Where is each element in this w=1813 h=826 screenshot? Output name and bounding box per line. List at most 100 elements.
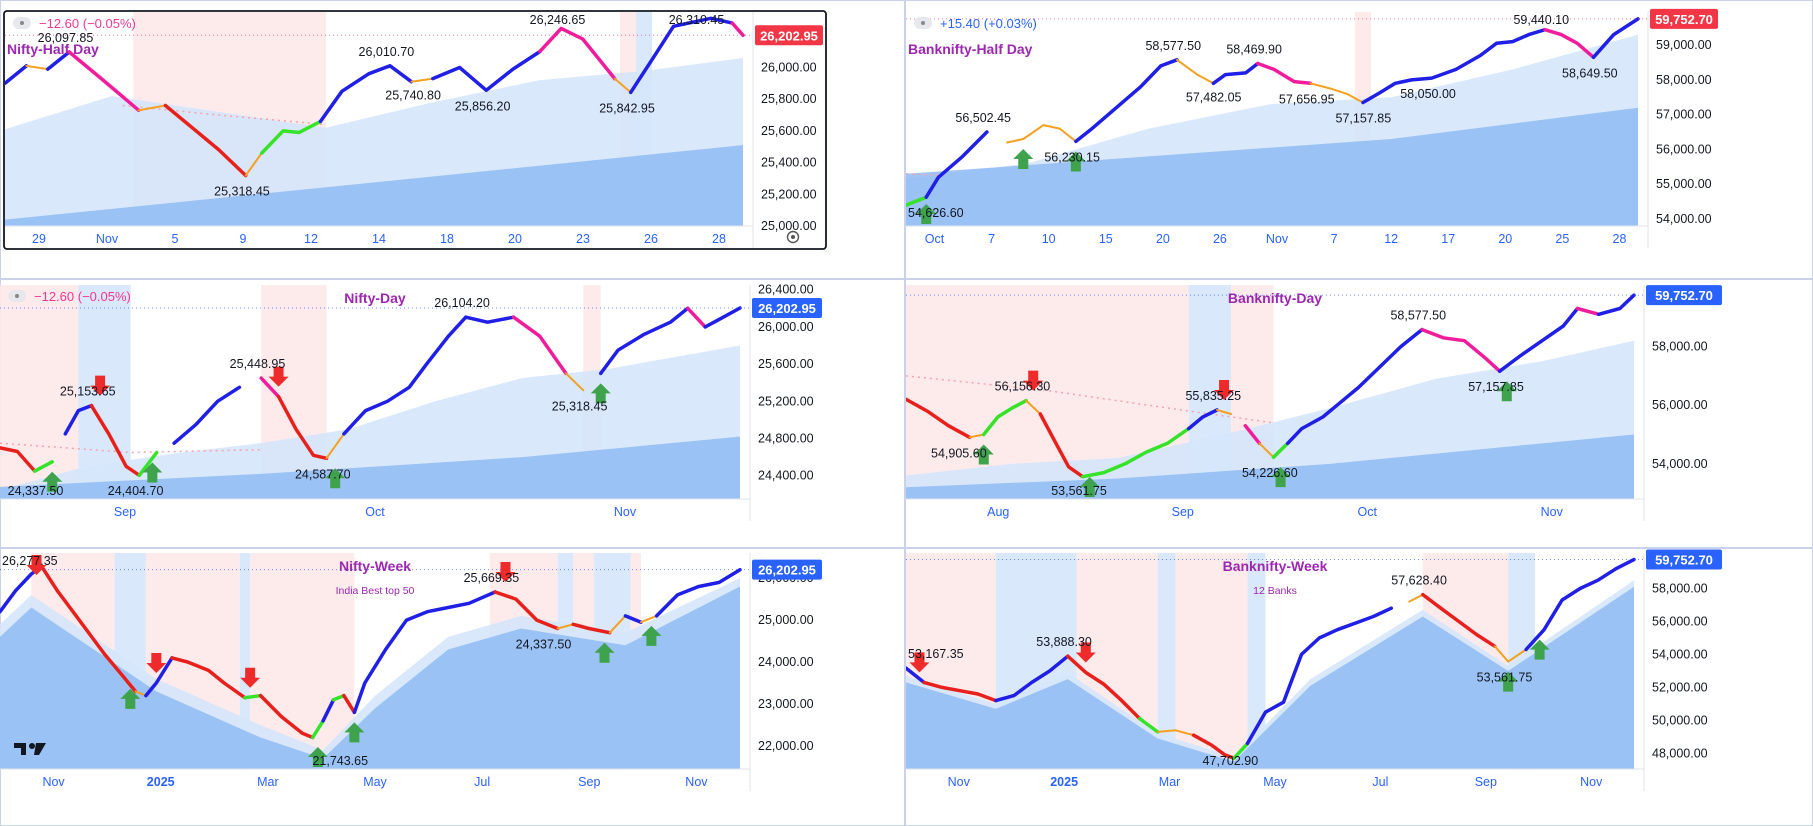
price-axis[interactable]: 22,000.0023,000.0024,000.0025,000.0026,0… [752,559,822,753]
time-axis-tick: Jul [474,775,490,789]
price-label: 53,561.75 [1051,484,1107,498]
price-line-segment-9 [1258,442,1275,459]
time-axis-tick: 29 [32,232,46,246]
legend-toggle[interactable] [914,17,932,29]
price-line-segment-3 [1025,399,1042,415]
price-line-segment-2 [46,50,71,71]
price-line-segment-7 [1216,409,1233,415]
price-label: 53,561.75 [1477,671,1533,685]
time-axis-tick: Oct [925,232,945,246]
time-axis-tick: Sep [1475,775,1497,789]
price-axis-tick: 54,000.00 [1656,212,1712,226]
chart-title: Banknifty-Half Day [908,41,1033,57]
time-axis-tick: 23 [576,232,590,246]
price-axis-tick: 24,400.00 [758,469,814,483]
chart-panel-banknifty-day[interactable]: 54,905.60 56,156.30 53,561.75 55,835.25 54,2… [906,285,1722,521]
time-axis-tick: Oct [1358,505,1378,519]
time-axis-tick: Sep [1172,505,1194,519]
price-axis-tick: 25,200.00 [758,394,814,408]
price-line-segment-4 [137,104,167,112]
time-axis-tick: Jul [1372,775,1388,789]
price-line-segment-11 [538,26,617,81]
settings-gear-icon[interactable] [786,230,800,244]
buy-arrow-up-icon [42,471,63,492]
time-axis[interactable]: Aug Sep Oct Nov [987,505,1563,519]
price-change-text: +15.40 (+0.03%) [940,16,1037,31]
price-label: 26,104.20 [434,296,490,310]
price-line-segment-7 [310,719,325,740]
price-line-segment-3 [1074,58,1179,144]
price-line-segment-3 [144,656,174,698]
time-axis-tick: 17 [1441,232,1455,246]
price-axis-tick: 58,000.00 [1652,581,1708,595]
logo-stem-icon [21,743,26,755]
price-line-segment-10 [464,315,516,324]
price-axis[interactable]: 54,000.00 56,000.00 58,000.00 59,752.70 [1646,285,1722,471]
time-axis-tick: Aug [987,505,1009,519]
price-line-segment-5 [163,103,248,178]
chart-panel-banknifty-week[interactable]: 53,167.35 53,888.30 47,702.90 57,628.40 53,5… [906,549,1722,791]
price-label: 26,246.65 [530,13,586,27]
price-line-segment-7 [1232,741,1250,760]
legend-toggle[interactable] [8,290,26,302]
price-line-segment-11 [1493,645,1528,663]
price-line-segment-12 [493,590,560,631]
price-axis-tick: 58,000.00 [1656,73,1712,87]
price-axis[interactable]: 25,000.00 25,200.00 25,400.00 25,600.00 25,8… [755,25,823,233]
time-axis-tick: Oct [365,505,385,519]
price-line-segment-8 [1361,27,1547,105]
time-axis-tick: 7 [1331,232,1338,246]
sell-arrow-down-icon [909,652,930,673]
price-axis-tick: 25,600.00 [761,124,817,138]
legend-toggle[interactable] [13,17,31,29]
price-label: 55,835.25 [1185,389,1241,403]
price-axis-tick: 25,000.00 [758,613,814,627]
price-line-segment-14 [730,21,745,38]
time-axis-tick: Sep [114,505,136,519]
price-line-segment-5 [1080,426,1191,479]
price-axis[interactable]: 48,000.00 50,000.00 52,000.00 54,000.00 56,0… [1646,549,1722,761]
price-line-segment-14 [1575,306,1601,317]
price-axis[interactable]: 54,000.00 55,000.00 56,000.00 57,000.00 58,0… [1650,8,1718,226]
last-price-tag-label: 59,752.70 [1655,553,1713,568]
time-axis-tick: Mar [257,775,279,789]
chart-panel-nifty-day[interactable]: 24,337.50 25,153.65 24,404.70 25,448.95 24,5… [0,283,822,521]
time-axis[interactable]: Sep Oct Nov [114,505,637,519]
time-axis-tick: 20 [1498,232,1512,246]
time-axis[interactable]: Oct 7 10 15 20 26 Nov 7 12 17 20 25 28 [925,232,1627,246]
plot-area [5,12,753,226]
price-line-segment-1 [25,64,49,71]
moving-average-dotted [122,104,326,126]
last-price-tag [1646,285,1722,306]
last-price-tag-label: 26,202.95 [760,28,818,43]
price-axis[interactable]: 24,400.00 24,800.00 25,200.00 25,600.00 26,0… [752,283,822,483]
price-line-segment-13 [556,623,575,630]
chart-panel-nifty-half-day[interactable]: 26,097.85 25,318.45 26,010.70 25,740.80 25,8… [3,10,827,250]
time-axis[interactable]: Nov 2025 Mar May Jul Sep Nov [948,775,1604,789]
time-axis-tick: Nov [614,505,637,519]
time-axis-tick: 5 [172,232,179,246]
time-axis[interactable]: 29 Nov 5 9 12 14 18 20 23 26 28 [32,232,726,246]
price-line-segment-6 [258,693,315,740]
price-line-segment-10 [342,693,357,715]
logo-bar-icon [14,743,26,748]
buy-arrow-up-icon [916,204,937,224]
price-label: 26,310.45 [669,13,725,27]
plot-area [906,12,1648,226]
selected-panel-border [3,10,827,250]
signal-band-3 [1157,553,1176,769]
chart-panel-nifty-week[interactable]: 26,277.35 25,669.35 24,337.50 21,743.65 Nift… [0,553,822,791]
buy-arrow-up-icon [1065,151,1086,172]
sell-arrow-down-icon [1214,380,1235,401]
time-axis-tick: 7 [988,232,995,246]
price-line-segment-6 [244,152,263,177]
price-line-segment-2 [63,403,94,436]
time-axis-tick: 18 [440,232,454,246]
eye-dot-icon [921,21,925,25]
price-axis-tick: 26,000.00 [758,320,814,334]
time-axis[interactable]: Nov 2025 Mar May Jul Sep Nov [42,775,708,789]
price-line-segment-5 [1211,61,1260,86]
price-label: 26,010.70 [359,45,415,59]
chart-panel-banknifty-half-day[interactable]: 54,626.60 56,502.45 56,230.15 58,577.50 57,4… [906,8,1718,248]
price-line-segment-4 [1038,412,1085,479]
